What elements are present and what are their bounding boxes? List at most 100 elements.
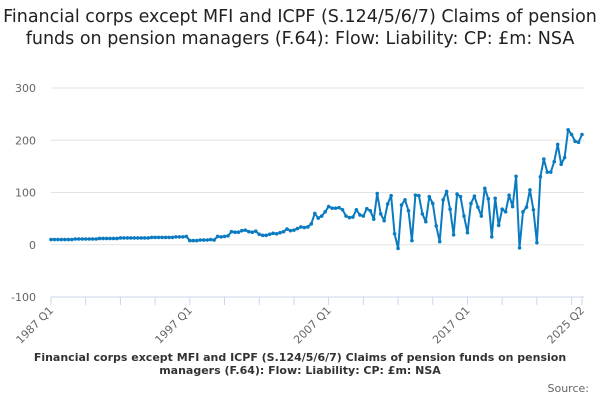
data-point[interactable] [292,228,296,232]
data-point[interactable] [66,237,71,242]
data-point[interactable] [396,246,400,251]
data-point[interactable] [174,235,178,239]
data-point[interactable] [253,229,258,233]
data-point[interactable] [531,207,536,212]
data-point[interactable] [94,237,98,241]
data-point[interactable] [354,207,359,212]
data-point[interactable] [371,217,376,221]
data-point[interactable] [510,204,515,209]
data-point[interactable] [514,174,518,179]
data-point[interactable] [132,236,137,240]
data-point[interactable] [288,228,293,233]
data-point[interactable] [365,206,369,211]
data-point[interactable] [212,238,216,242]
data-point[interactable] [215,234,220,239]
data-point[interactable] [184,234,189,239]
data-point[interactable] [489,235,494,239]
data-point[interactable] [194,238,199,243]
data-point[interactable] [538,175,543,179]
data-point[interactable] [580,132,584,137]
data-point[interactable] [469,201,473,206]
data-point[interactable] [316,216,321,220]
data-point[interactable] [87,237,91,241]
data-point[interactable] [545,170,550,174]
data-point[interactable] [135,236,140,240]
data-point[interactable] [139,236,144,240]
data-point[interactable] [70,237,74,242]
data-point[interactable] [122,236,126,240]
data-point[interactable] [63,237,67,242]
data-point[interactable] [108,236,112,241]
data-point[interactable] [437,239,442,244]
data-point[interactable] [226,234,230,238]
data-point[interactable] [344,214,348,218]
data-point[interactable] [80,237,85,241]
data-point[interactable] [361,214,366,218]
data-point[interactable] [198,238,203,242]
data-point[interactable] [358,213,362,217]
data-point[interactable] [274,231,279,236]
data-point[interactable] [170,235,175,240]
data-point[interactable] [181,235,185,239]
data-point[interactable] [129,236,133,240]
data-point[interactable] [493,196,498,201]
data-point[interactable] [347,215,352,220]
data-point[interactable] [351,215,355,219]
data-point[interactable] [548,170,553,174]
data-point[interactable] [177,235,182,239]
data-point[interactable] [201,238,206,242]
data-point[interactable] [483,186,487,191]
data-point[interactable] [448,207,452,212]
data-point[interactable] [90,237,95,241]
data-point[interactable] [542,157,546,161]
data-point[interactable] [49,237,53,242]
data-point[interactable] [462,214,466,218]
data-point[interactable] [573,139,577,144]
data-point[interactable] [323,210,327,214]
data-point[interactable] [576,140,581,145]
data-point[interactable] [559,162,563,167]
data-point[interactable] [101,236,105,241]
data-point[interactable] [340,207,345,212]
data-point[interactable] [389,193,393,198]
data-point[interactable] [240,228,244,233]
legend-item[interactable]: Financial corps except MFI and ICPF (S.1… [33,351,567,377]
data-point[interactable] [83,237,88,241]
data-point[interactable] [52,237,57,242]
data-point[interactable] [476,205,480,209]
data-point[interactable] [319,214,324,218]
data-point[interactable] [472,194,477,198]
data-point[interactable] [451,233,456,237]
data-point[interactable] [444,189,449,194]
data-point[interactable] [535,240,539,245]
data-point[interactable] [309,222,314,226]
data-point[interactable] [125,236,130,240]
data-point[interactable] [153,235,157,240]
data-point[interactable] [368,208,373,213]
data-point[interactable] [430,201,435,206]
data-point[interactable] [156,235,161,240]
data-point[interactable] [260,233,265,238]
data-point[interactable] [465,230,470,235]
data-point[interactable] [413,193,418,197]
data-point[interactable] [219,235,223,239]
data-point[interactable] [118,236,123,240]
data-point[interactable] [378,212,383,216]
data-point[interactable] [59,237,64,242]
data-point[interactable] [142,236,147,240]
data-point[interactable] [562,155,567,160]
data-point[interactable] [333,206,338,210]
data-point[interactable] [267,232,272,237]
data-point[interactable] [188,238,192,243]
data-point[interactable] [222,234,227,239]
data-point[interactable] [410,238,414,243]
data-point[interactable] [385,202,390,206]
data-point[interactable] [229,229,234,234]
data-point[interactable] [281,229,286,234]
data-point[interactable] [441,198,445,202]
data-point[interactable] [375,191,380,196]
data-point[interactable] [496,223,501,228]
data-point[interactable] [306,225,310,229]
data-point[interactable] [479,214,484,218]
data-point[interactable] [486,196,491,201]
